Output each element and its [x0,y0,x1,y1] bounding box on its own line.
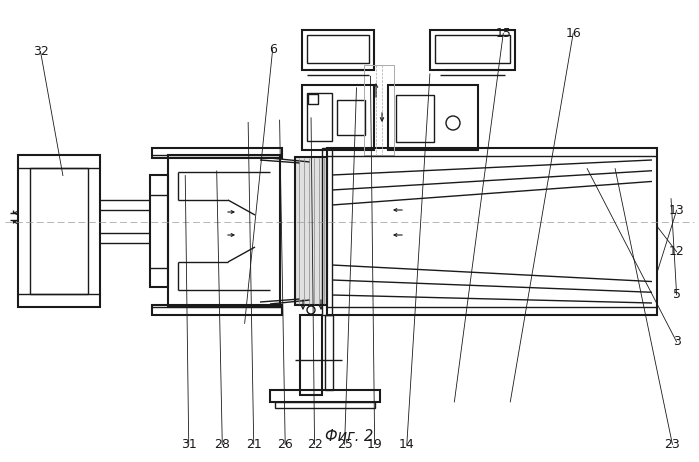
Bar [302,85,374,150]
Text: 3: 3 [672,335,681,348]
Bar [307,35,369,63]
Text: 13: 13 [669,204,684,217]
Bar [327,148,657,315]
Bar [275,402,375,408]
Bar [337,100,365,135]
Bar [152,305,282,315]
Text: 14: 14 [399,438,415,451]
Text: 12: 12 [669,245,684,258]
Bar [18,155,100,307]
Text: 6: 6 [268,43,277,56]
Bar [388,85,478,150]
Text: 23: 23 [665,438,680,451]
Text: 19: 19 [367,438,382,451]
Bar [300,315,322,395]
Text: 31: 31 [181,438,196,451]
Bar [322,148,332,315]
Bar [325,315,333,390]
Bar [270,390,380,402]
Bar [430,30,515,70]
Bar [168,155,280,307]
Text: 22: 22 [307,438,322,451]
Bar [295,157,327,305]
Text: 28: 28 [215,438,230,451]
Text: Фиг. 2: Фиг. 2 [325,429,374,444]
Bar [307,93,332,141]
Text: 26: 26 [278,438,293,451]
Bar [435,35,510,63]
Bar [150,175,168,287]
Text: 21: 21 [246,438,261,451]
Text: 25: 25 [337,438,352,451]
Bar [396,95,434,142]
Bar [30,168,88,294]
Bar [364,65,394,155]
Text: 5: 5 [672,288,681,301]
Text: 15: 15 [496,27,511,40]
Bar [308,94,318,104]
Bar [152,148,282,158]
Text: 32: 32 [33,45,48,58]
Bar [302,30,374,70]
Text: 16: 16 [565,27,581,40]
